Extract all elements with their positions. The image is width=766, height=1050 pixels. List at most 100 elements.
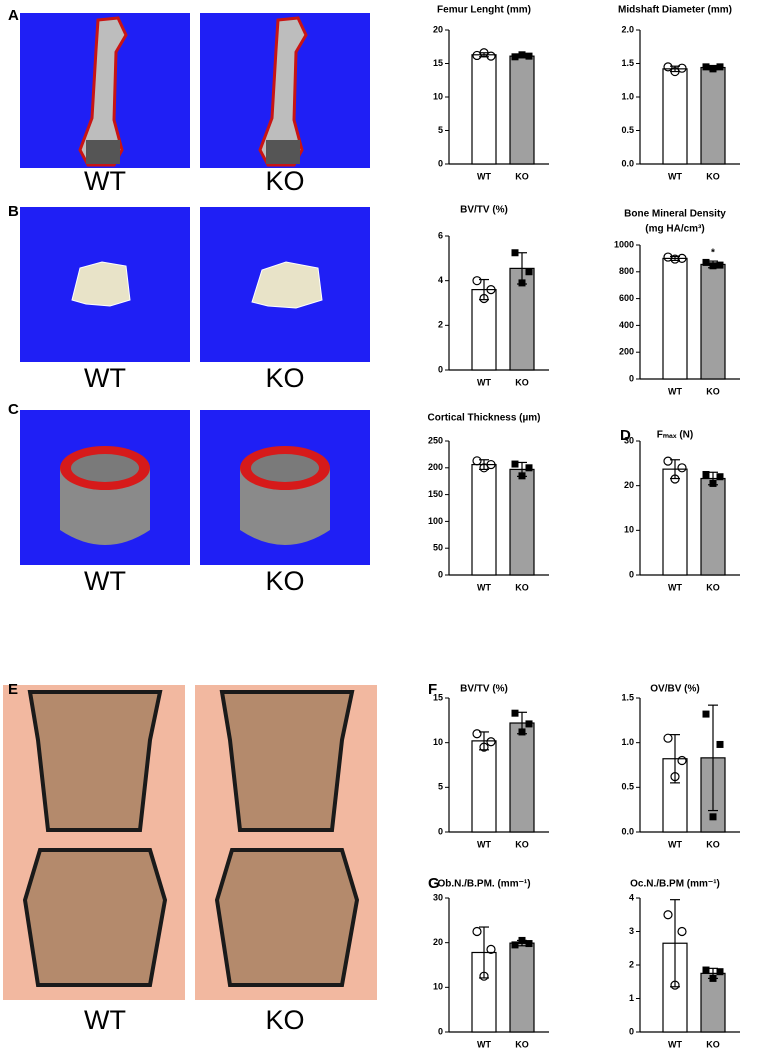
- annotation: *: [711, 248, 715, 259]
- y-tick-label: 10: [433, 737, 443, 747]
- chart-title: BV/TV (%): [460, 205, 508, 216]
- point: [709, 262, 717, 270]
- x-tick-label: KO: [515, 582, 529, 592]
- bar: [509, 722, 535, 833]
- y-tick-label: 0: [438, 364, 443, 374]
- bar: [471, 740, 497, 833]
- y-tick-label: 100: [428, 516, 443, 526]
- point: [663, 910, 673, 920]
- y-tick-label: 20: [433, 937, 443, 947]
- chart-title: Fₘₐₓ (N): [657, 430, 693, 441]
- bar: [700, 972, 726, 1033]
- y-tick-label: 200: [428, 462, 443, 472]
- y-tick-label: 4: [438, 275, 443, 285]
- y-tick-label: 200: [619, 347, 634, 357]
- bar: [471, 289, 497, 371]
- y-tick-label: 2.0: [621, 24, 634, 34]
- y-tick-label: 50: [433, 543, 443, 553]
- bar: [662, 468, 688, 576]
- y-tick-label: 1.5: [621, 692, 634, 702]
- y-tick-label: 2: [438, 320, 443, 330]
- y-tick-label: 1: [629, 993, 634, 1003]
- x-tick-label: WT: [477, 582, 491, 592]
- y-tick-label: 800: [619, 266, 634, 276]
- bar: [662, 257, 688, 380]
- chart-title: Ob.N./B.PM. (mm⁻¹): [437, 879, 530, 890]
- x-tick-label: KO: [515, 377, 529, 387]
- point: [663, 62, 673, 72]
- chart-subtitle: (mg HA/cm³): [645, 224, 704, 235]
- y-tick-label: 15: [433, 692, 443, 702]
- y-tick-label: 6: [438, 230, 443, 240]
- point: [479, 293, 489, 304]
- x-tick-label: KO: [706, 171, 720, 181]
- point: [716, 740, 724, 748]
- y-tick-label: 1.5: [621, 58, 634, 68]
- image-label: KO: [265, 166, 304, 196]
- bar: [471, 54, 497, 165]
- point: [472, 276, 482, 286]
- point: [709, 813, 717, 821]
- point: [525, 464, 533, 472]
- image-label: WT: [84, 363, 126, 393]
- point: [670, 980, 680, 990]
- point: [525, 940, 533, 948]
- point: [511, 53, 519, 61]
- x-tick-label: KO: [515, 171, 529, 181]
- point: [677, 463, 687, 473]
- y-tick-label: 20: [433, 24, 443, 34]
- y-tick-label: 10: [433, 91, 443, 101]
- y-tick-label: 600: [619, 293, 634, 303]
- image-label: WT: [84, 1005, 126, 1035]
- point: [511, 941, 519, 949]
- y-tick-label: 2: [629, 959, 634, 969]
- panel-letter: A: [8, 7, 19, 24]
- chart-title: Oc.N./B.PM (mm⁻¹): [630, 879, 720, 890]
- bar: [509, 55, 535, 165]
- bar: [700, 477, 726, 576]
- image-histology-wt: [3, 685, 185, 1000]
- y-tick-label: 30: [433, 892, 443, 902]
- y-tick-label: 3: [629, 926, 634, 936]
- point: [486, 285, 496, 295]
- panel-letter: F: [428, 681, 437, 698]
- point: [663, 733, 673, 743]
- y-tick-label: 0.0: [621, 158, 634, 168]
- x-tick-label: WT: [477, 377, 491, 387]
- point: [677, 755, 687, 766]
- point: [486, 737, 496, 747]
- y-tick-label: 5: [438, 782, 443, 792]
- y-tick-label: 150: [428, 489, 443, 499]
- y-tick-label: 0: [438, 569, 443, 579]
- image-cortical-ko: [200, 410, 370, 565]
- point: [486, 51, 496, 61]
- y-tick-label: 0: [438, 826, 443, 836]
- point: [511, 249, 519, 257]
- y-tick-label: 0.0: [621, 826, 634, 836]
- chart-title: BV/TV (%): [460, 684, 508, 695]
- x-tick-label: WT: [668, 1039, 682, 1049]
- point: [702, 63, 710, 71]
- point: [472, 926, 482, 937]
- chart-title: Cortical Thickness (µm): [427, 413, 540, 424]
- image-femur-wt: [20, 13, 190, 168]
- image-label: KO: [265, 1005, 304, 1035]
- bar: [662, 68, 688, 165]
- point: [479, 971, 489, 981]
- image-femur-ko: [200, 13, 370, 168]
- point: [677, 63, 687, 73]
- point: [518, 51, 526, 59]
- chart-title: Midshaft Diameter (mm): [618, 5, 732, 16]
- point: [525, 52, 533, 60]
- image-trabecular-wt: [20, 207, 190, 362]
- point: [486, 459, 496, 470]
- point: [709, 65, 717, 73]
- image-label: WT: [84, 566, 126, 596]
- point: [702, 710, 710, 718]
- y-tick-label: 5: [438, 125, 443, 135]
- point: [663, 456, 673, 466]
- y-tick-label: 0.5: [621, 782, 634, 792]
- y-tick-label: 4: [629, 892, 634, 902]
- point: [518, 936, 526, 944]
- point: [702, 471, 710, 478]
